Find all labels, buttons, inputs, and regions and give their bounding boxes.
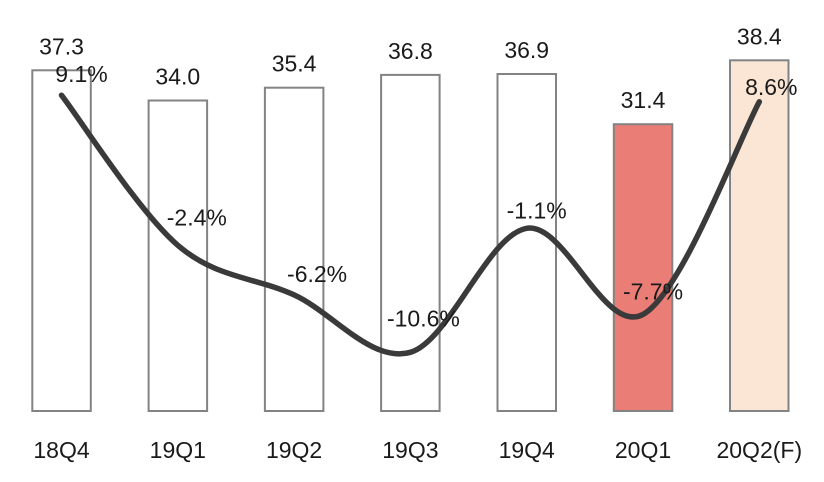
bar-value-label-20Q2(F): 38.4 — [737, 23, 782, 49]
bar-value-label-19Q1: 34.0 — [155, 64, 200, 90]
growth-rate-label-20Q2(F): 8.6% — [745, 74, 797, 100]
bar-20Q2(F) — [729, 59, 790, 413]
growth-rate-label-19Q2: -6.2% — [287, 261, 347, 287]
category-label-20Q2(F): 20Q2(F) — [716, 437, 802, 463]
growth-rate-line — [58, 92, 763, 357]
bar-value-label-20Q1: 31.4 — [621, 87, 666, 113]
bar-19Q1 — [147, 99, 209, 412]
growth-rate-label-19Q3: -10.6% — [387, 305, 460, 331]
growth-rate-label-19Q1: -2.4% — [167, 204, 227, 230]
bar-value-label-18Q4: 37.3 — [39, 33, 84, 59]
bar-19Q2 — [263, 86, 325, 412]
category-label-19Q2: 19Q2 — [266, 437, 322, 463]
growth-rate-label-18Q4: 9.1% — [55, 61, 107, 87]
category-label-20Q1: 20Q1 — [615, 437, 671, 463]
bar-value-label-19Q2: 35.4 — [272, 51, 317, 77]
category-label-19Q3: 19Q3 — [382, 437, 438, 463]
category-label-18Q4: 18Q4 — [33, 437, 89, 463]
category-label-19Q4: 19Q4 — [499, 437, 555, 463]
growth-rate-label-20Q1: -7.7% — [623, 278, 683, 304]
bar-19Q3 — [380, 73, 441, 413]
bar-value-label-19Q4: 36.9 — [504, 37, 549, 63]
growth-rate-label-19Q4: -1.1% — [507, 197, 567, 223]
category-label-19Q1: 19Q1 — [150, 437, 206, 463]
bar-value-label-19Q3: 36.8 — [388, 38, 433, 64]
bar-20Q1 — [612, 123, 674, 412]
